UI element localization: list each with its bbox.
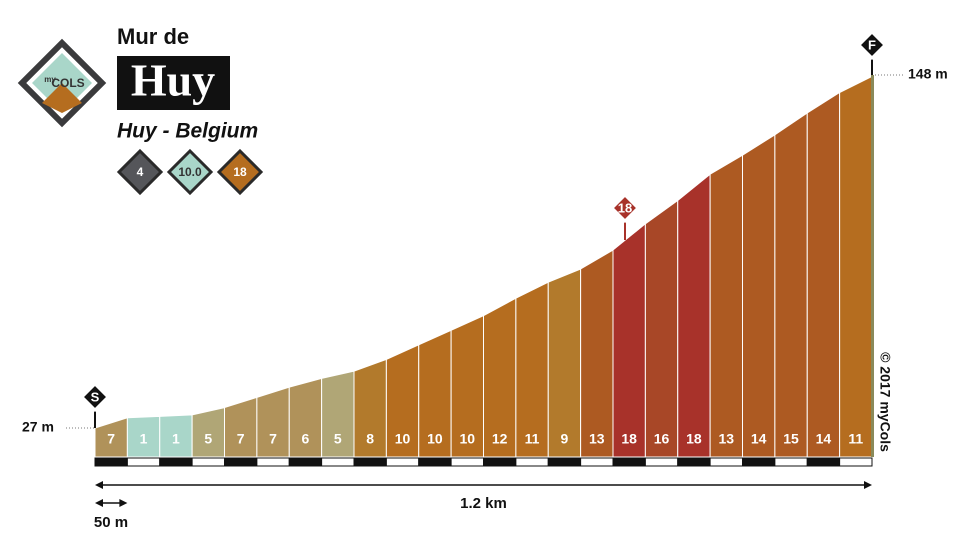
scale-stripe [580,457,614,467]
logo-main: COLS [51,76,84,90]
scale-stripe [321,457,355,467]
profile-segment [774,111,808,458]
scale-stripe [677,457,711,467]
logo: my COLS [17,38,107,128]
scale-stripe [839,457,873,467]
scale-stripe [159,457,193,467]
badge [166,148,214,196]
gradient-label: 7 [237,431,245,447]
badge [216,148,264,196]
gradient-label: 10 [460,431,476,447]
gradient-label: 18 [686,431,702,447]
gradient-label: 11 [525,431,540,447]
scale-stripe [418,457,452,467]
gradient-label: 12 [492,431,508,447]
scale-stripe [94,457,128,467]
scale-stripe [353,457,387,467]
profile-segment [644,199,679,458]
scale-stripe [709,457,743,467]
distance-arrow-head [95,481,103,489]
profile-segment [742,133,776,458]
gradient-label: 10 [427,431,443,447]
profile-segment [806,91,841,458]
gradient-label: 13 [589,431,605,447]
finish-edge [871,75,874,457]
gradient-label: 6 [302,431,310,447]
badge-label: 18 [233,165,247,179]
profile-segment [839,75,873,458]
gradient-label: 13 [719,431,735,447]
gradient-label: 8 [366,431,374,447]
gradient-label: 5 [334,431,342,447]
location: Huy - Belgium [117,120,258,143]
name-box [117,56,230,110]
profile-segment [224,396,258,458]
gradient-label: 14 [816,431,832,447]
finish-elevation: 148 m [908,66,948,82]
gradient-label: 7 [107,431,115,447]
scale-stripe [256,457,290,467]
badge-label: 4 [137,165,144,179]
marker-diamond [79,381,111,413]
gradient-label: 9 [561,431,569,447]
scale-stripe [450,457,484,467]
gradient-label: 1 [172,431,180,447]
finish-marker: F [868,37,876,52]
scale-arrow-head [95,499,103,507]
scale-stripe [385,457,420,467]
gradient-label: 14 [751,431,767,447]
scale-stripe [742,457,776,467]
start-marker: S [91,389,100,404]
profile-segment [580,249,614,458]
profile-segment [547,268,582,458]
scale-stripe [612,457,646,467]
marker-diamond [856,29,888,61]
logo-mountain [42,83,82,113]
gradient-label: 7 [269,431,277,447]
scale-stripe [483,457,517,467]
scale-stripe [515,457,549,467]
scale-stripe [806,457,841,467]
distance-label: 1.2 km [460,495,507,512]
scale-stripe [191,457,225,467]
copyright: © 2017 myCols [877,352,893,452]
gradient-label: 11 [848,431,863,447]
marker-diamond [609,192,641,224]
logo-pre: my [44,75,56,84]
start-elevation: 27 m [22,419,54,435]
gradient-label: 1 [140,431,148,447]
scale-stripe [774,457,808,467]
distance-arrow-head [864,481,872,489]
scale-stripe [224,457,258,467]
label-bg [18,419,64,437]
gradient-label: 16 [654,431,670,447]
gradient-label: 10 [395,431,411,447]
gradient-label: 5 [204,431,212,447]
scale-stripe [126,457,161,467]
scale-arrow-head [119,499,128,507]
segment-length: 50 m [94,514,128,531]
profile-segment [677,173,711,458]
profile-segment [709,154,743,458]
profile-segment [612,222,646,458]
climb-name: Huy [131,55,215,106]
badge-label: 10.0 [178,165,202,179]
scale-stripe [288,457,323,467]
gradient-label: 15 [783,431,799,447]
max-gradient: 18 [618,200,632,215]
gradient-label: 18 [621,431,637,447]
scale-stripe [547,457,582,467]
scale-stripe [644,457,679,467]
title: Mur de [117,24,189,49]
badge [116,148,164,196]
